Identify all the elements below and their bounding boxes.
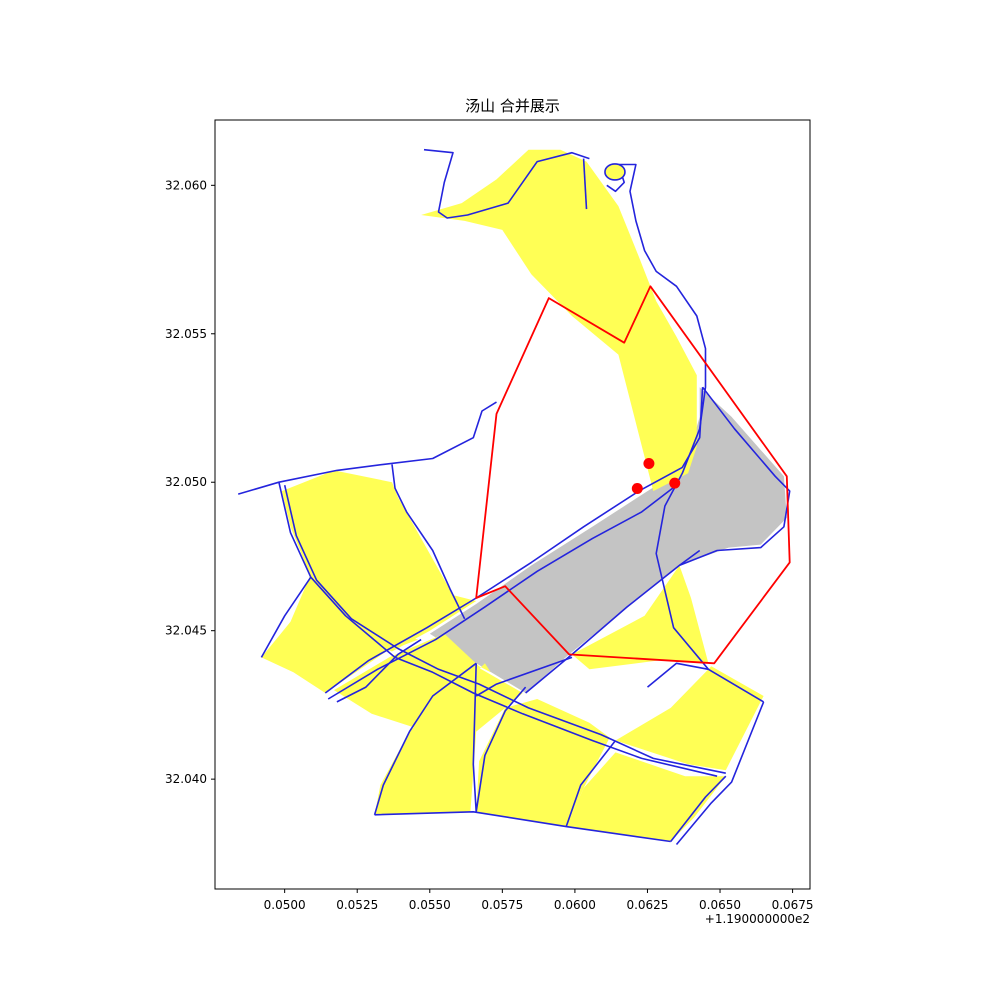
parcel-1 <box>421 149 697 492</box>
y-axis-ticks: 32.040 32.045 32.050 32.055 32.060 <box>165 178 215 786</box>
boundary-line-5 <box>237 401 497 495</box>
points-layer <box>631 458 681 494</box>
boundary-line-20 <box>646 662 709 688</box>
blue-boundaries-layer <box>237 148 791 846</box>
x-tick-label: 0.0600 <box>554 898 596 912</box>
boundary-line-13 <box>373 662 477 816</box>
boundary-line-7 <box>283 485 726 774</box>
plot-frame <box>214 119 811 890</box>
boundary-line-10 <box>324 387 704 694</box>
x-axis-ticks: 0.0500 0.0525 0.0550 0.0575 0.0600 0.0625 0.06… <box>264 889 814 912</box>
boundary-line-16 <box>565 740 617 827</box>
parcel-8 <box>615 666 764 771</box>
x-tick-label: 0.0550 <box>409 898 451 912</box>
boundary-line-15 <box>374 810 671 843</box>
parcel-9 <box>572 565 709 670</box>
boundary-line-2 <box>582 158 588 210</box>
x-tick-label: 0.0625 <box>626 898 668 912</box>
boundary-line-14 <box>472 663 477 812</box>
parcel-7 <box>566 752 726 842</box>
x-tick-label: 0.0675 <box>772 898 814 912</box>
boundary-line-23 <box>679 386 791 567</box>
boundary-line-17 <box>475 686 527 812</box>
merge-outline-layer <box>475 285 791 665</box>
red-point-2 <box>669 477 681 489</box>
boundary-line-6 <box>278 482 718 777</box>
parcel-3 <box>261 574 419 693</box>
boundary-line-21 <box>475 656 573 697</box>
x-tick-label: 0.0525 <box>336 898 378 912</box>
boundary-line-19 <box>675 701 765 846</box>
y-tick-label: 32.045 <box>165 624 207 638</box>
merged-area-layer <box>429 387 787 693</box>
x-tick-label: 0.0650 <box>699 898 741 912</box>
x-tick-label: 0.0500 <box>264 898 306 912</box>
y-tick-label: 32.060 <box>165 178 207 192</box>
parcel-4 <box>334 633 491 729</box>
red-point-1 <box>643 458 655 470</box>
x-axis-offset-text: +1.190000000e2 <box>704 912 810 926</box>
merge-outline <box>475 285 791 665</box>
y-tick-label: 32.055 <box>165 327 207 341</box>
boundary-line-1 <box>423 148 590 219</box>
boundary-line-12 <box>336 638 422 703</box>
y-tick-label: 32.050 <box>165 475 207 489</box>
y-tick-label: 32.040 <box>165 772 207 786</box>
red-point-3 <box>631 482 643 494</box>
boundary-line-9 <box>260 576 312 658</box>
parcel-6 <box>476 699 610 827</box>
boundary-line-8 <box>391 464 466 620</box>
pond-ellipse <box>604 163 626 181</box>
parcel-5 <box>374 666 523 815</box>
merged-area <box>429 387 787 693</box>
x-tick-label: 0.0575 <box>481 898 523 912</box>
boundary-line-18 <box>670 775 727 842</box>
chart-title: 汤山 合并展示 <box>465 97 560 115</box>
yellow-parcels-layer <box>261 149 764 842</box>
boundary-line-22 <box>525 549 701 694</box>
